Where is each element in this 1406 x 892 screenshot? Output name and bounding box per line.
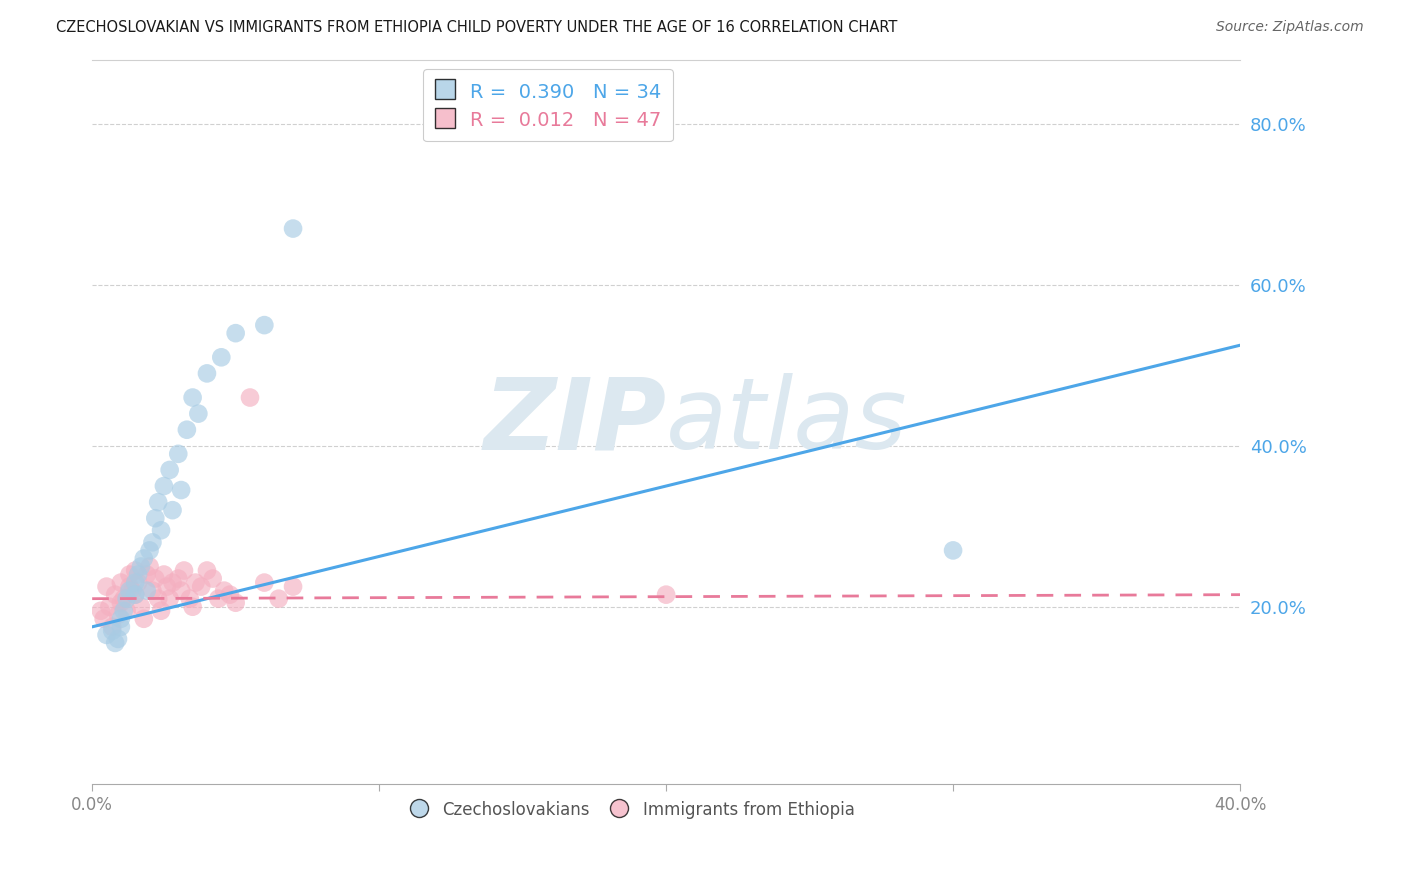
Point [141,583,163,598]
Point [195,367,218,381]
Point [195,564,218,578]
Point [138,559,160,574]
Point [121,583,143,598]
Point [170,583,193,598]
Point [124,588,146,602]
Point [212,583,235,598]
Point [153,479,176,493]
Point [135,567,157,582]
Point [118,583,141,598]
Point [187,407,209,421]
Point [159,463,181,477]
Point [129,599,152,614]
Point [150,604,173,618]
Point [190,580,212,594]
Point [162,503,184,517]
Point [112,604,135,618]
Point [942,543,965,558]
Point [173,564,195,578]
Point [101,624,124,638]
Text: atlas: atlas [666,373,908,470]
Point [138,543,160,558]
Point [148,495,170,509]
Point [201,572,224,586]
Point [176,423,198,437]
Point [124,588,146,602]
Point [124,575,146,590]
Point [101,620,124,634]
Point [143,572,166,586]
Point [184,575,207,590]
Point [127,575,149,590]
Point [107,607,129,622]
Text: CZECHOSLOVAKIAN VS IMMIGRANTS FROM ETHIOPIA CHILD POVERTY UNDER THE AGE OF 16 CO: CZECHOSLOVAKIAN VS IMMIGRANTS FROM ETHIO… [56,20,897,35]
Point [104,636,127,650]
Point [156,580,179,594]
Point [124,564,146,578]
Point [98,599,121,614]
Point [170,483,193,497]
Point [115,604,138,618]
Legend: Czechoslovakians, Immigrants from Ethiopia: Czechoslovakians, Immigrants from Ethiop… [402,794,862,826]
Point [110,575,132,590]
Point [127,567,149,582]
Point [655,588,678,602]
Point [181,391,204,405]
Point [148,591,170,606]
Point [153,567,176,582]
Point [112,591,135,606]
Point [93,612,115,626]
Point [253,318,276,332]
Point [225,326,247,340]
Point [129,559,152,574]
Point [104,588,127,602]
Point [239,391,262,405]
Point [181,599,204,614]
Point [107,632,129,646]
Point [162,575,184,590]
Point [118,567,141,582]
Point [225,596,247,610]
Point [281,580,304,594]
Point [118,580,141,594]
Point [115,591,138,606]
Point [96,580,118,594]
Point [267,591,290,606]
Text: Source: ZipAtlas.com: Source: ZipAtlas.com [1216,20,1364,34]
Point [281,221,304,235]
Point [207,591,229,606]
Point [167,572,190,586]
Point [141,535,163,549]
Point [110,620,132,634]
Point [110,612,132,626]
Point [150,523,173,537]
Point [132,551,155,566]
Point [179,591,201,606]
Point [167,447,190,461]
Point [110,596,132,610]
Point [209,351,232,365]
Point [253,575,276,590]
Point [159,591,181,606]
Text: ZIP: ZIP [484,373,666,470]
Point [143,511,166,525]
Point [135,583,157,598]
Point [219,588,242,602]
Point [90,604,112,618]
Point [96,628,118,642]
Point [132,612,155,626]
